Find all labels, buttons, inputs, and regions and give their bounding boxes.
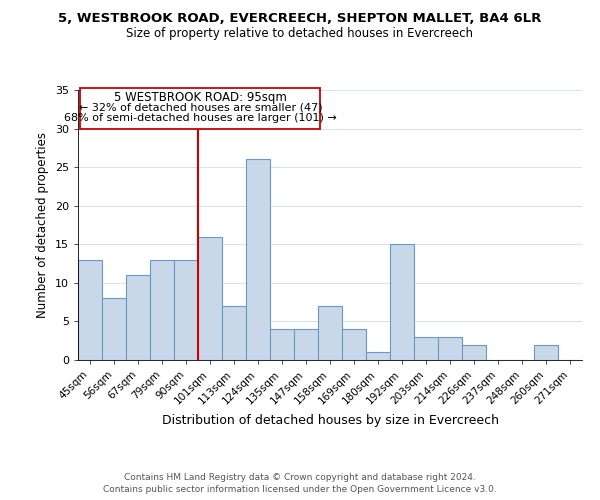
Bar — [198, 236, 222, 360]
Text: Contains HM Land Registry data © Crown copyright and database right 2024.: Contains HM Land Registry data © Crown c… — [124, 472, 476, 482]
Bar — [414, 337, 438, 360]
Bar — [366, 352, 390, 360]
Text: Contains public sector information licensed under the Open Government Licence v3: Contains public sector information licen… — [103, 485, 497, 494]
Bar — [270, 329, 294, 360]
Bar — [246, 160, 270, 360]
Bar — [78, 260, 102, 360]
Bar — [294, 329, 318, 360]
Text: 5 WESTBROOK ROAD: 95sqm: 5 WESTBROOK ROAD: 95sqm — [114, 91, 287, 104]
X-axis label: Distribution of detached houses by size in Evercreech: Distribution of detached houses by size … — [161, 414, 499, 427]
Y-axis label: Number of detached properties: Number of detached properties — [36, 132, 49, 318]
Text: 5, WESTBROOK ROAD, EVERCREECH, SHEPTON MALLET, BA4 6LR: 5, WESTBROOK ROAD, EVERCREECH, SHEPTON M… — [58, 12, 542, 26]
FancyBboxPatch shape — [80, 88, 320, 128]
Bar — [174, 260, 198, 360]
Bar — [438, 337, 462, 360]
Text: 68% of semi-detached houses are larger (101) →: 68% of semi-detached houses are larger (… — [64, 113, 337, 123]
Text: Size of property relative to detached houses in Evercreech: Size of property relative to detached ho… — [127, 28, 473, 40]
Bar — [222, 306, 246, 360]
Bar — [150, 260, 174, 360]
Bar — [126, 275, 150, 360]
Text: ← 32% of detached houses are smaller (47): ← 32% of detached houses are smaller (47… — [79, 102, 322, 113]
Bar — [462, 344, 486, 360]
Bar — [318, 306, 342, 360]
Bar — [534, 344, 558, 360]
Bar — [390, 244, 414, 360]
Bar — [342, 329, 366, 360]
Bar — [102, 298, 126, 360]
